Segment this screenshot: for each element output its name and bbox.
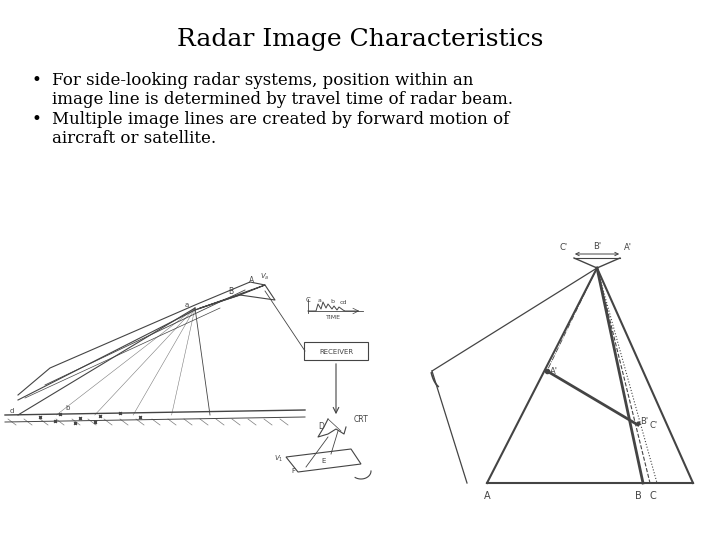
Text: b: b (65, 405, 69, 411)
Text: b: b (330, 299, 334, 304)
FancyBboxPatch shape (304, 342, 368, 360)
Text: A: A (484, 491, 490, 501)
Text: $V_1$: $V_1$ (274, 454, 284, 464)
Text: RECEIVER: RECEIVER (319, 349, 353, 355)
Text: B: B (228, 287, 233, 296)
Text: B': B' (640, 416, 648, 426)
Text: image line is determined by travel time of radar beam.: image line is determined by travel time … (52, 91, 513, 108)
Text: d: d (10, 408, 14, 414)
Text: C': C' (560, 243, 568, 252)
Text: aircraft or satellite.: aircraft or satellite. (52, 130, 216, 147)
Text: •: • (32, 111, 42, 128)
Text: cd: cd (340, 300, 348, 305)
Text: TIME: TIME (326, 315, 341, 320)
Text: D: D (318, 422, 324, 431)
Text: Radar Image Characteristics: Radar Image Characteristics (177, 28, 543, 51)
Text: B: B (634, 491, 642, 501)
Text: •: • (32, 72, 42, 89)
Text: For side-looking radar systems, position within an: For side-looking radar systems, position… (52, 72, 473, 89)
Text: C: C (649, 491, 657, 501)
Text: B': B' (593, 242, 601, 251)
Text: Multiple image lines are created by forward motion of: Multiple image lines are created by forw… (52, 111, 509, 128)
Text: A': A' (550, 367, 558, 375)
Text: a: a (318, 298, 322, 303)
Text: F: F (291, 468, 295, 474)
Text: A': A' (624, 243, 632, 252)
Text: CRT: CRT (354, 415, 369, 424)
Text: E: E (321, 458, 325, 464)
Text: C: C (306, 297, 311, 303)
Text: a: a (185, 302, 189, 308)
Text: C': C' (650, 421, 658, 429)
Text: $V_a$: $V_a$ (260, 272, 269, 282)
Text: A: A (249, 276, 254, 285)
